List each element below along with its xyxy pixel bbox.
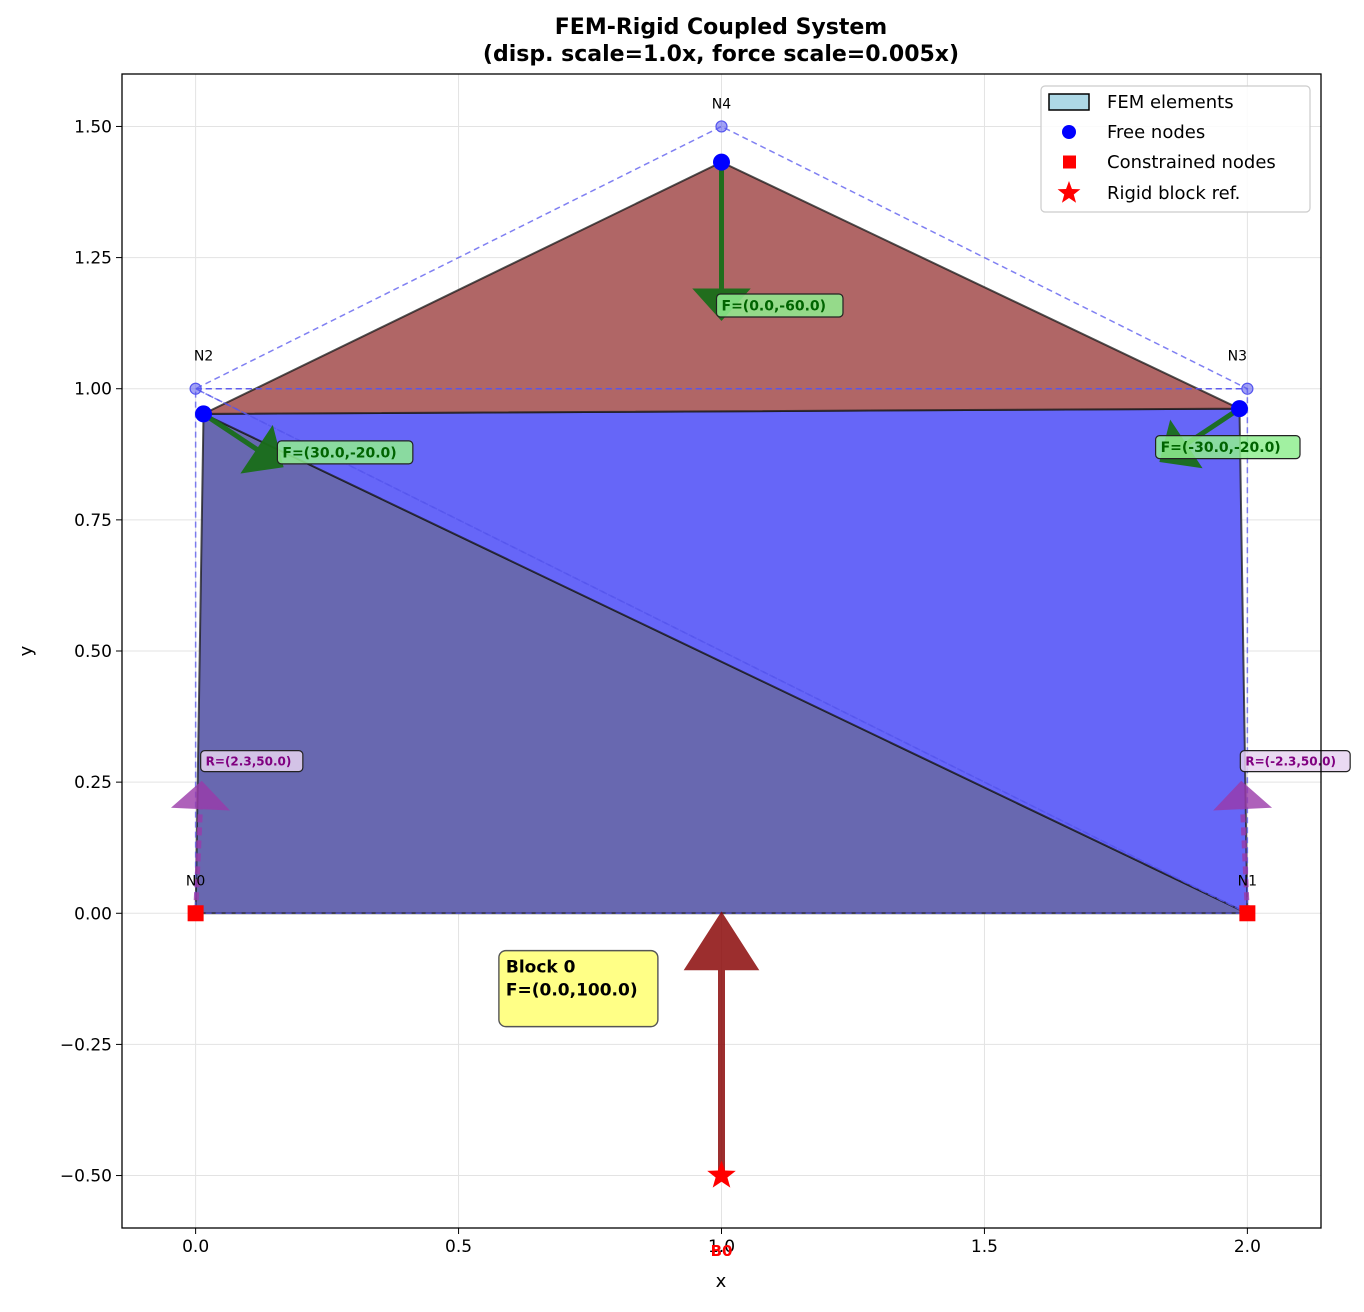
original-mesh-element xyxy=(195,125,1248,390)
x-tick-label: 1.5 xyxy=(971,1237,998,1257)
x-tick-label: 2.0 xyxy=(1234,1237,1261,1257)
rigid-block-ref-label: B0 xyxy=(711,1242,733,1260)
legend-frame xyxy=(1040,85,1311,213)
reaction-label: R=(2.3,50.0) xyxy=(200,750,304,773)
legend-entry: FEM elements xyxy=(1107,92,1234,113)
reaction-label-text: R=(2.3,50.0) xyxy=(206,754,292,768)
y-tick-label: 0.75 xyxy=(74,511,112,531)
chart-title-line1: FEM-Rigid Coupled System xyxy=(555,15,887,40)
reaction-arrow xyxy=(1213,780,1273,914)
node-label: N0 xyxy=(186,873,205,889)
legend-entry: Constrained nodes xyxy=(1107,152,1276,173)
block-label: Block 0 F=(0.0,100.0) xyxy=(498,949,659,1028)
legend-fem-patch xyxy=(1048,93,1090,111)
node-label: N3 xyxy=(1228,349,1247,365)
legend-free-node-marker xyxy=(1062,125,1076,139)
legend-entry: Rigid block ref. xyxy=(1107,183,1240,204)
original-node-marker xyxy=(1241,382,1254,395)
reaction-arrow-head xyxy=(170,780,230,811)
applied-force-label-bg xyxy=(1155,435,1301,460)
block-label-line2: F=(0.0,100.0) xyxy=(506,981,638,1001)
y-tick-label: 1.00 xyxy=(74,380,112,400)
rigid-force-arrow-head xyxy=(683,911,760,971)
applied-force-label-text: F=(-30.0,-20.0) xyxy=(1161,440,1281,456)
plot-area: F=(30.0,-20.0) F=(-30.0,-20.0) F=(0.0,-60.… xyxy=(170,96,1351,1260)
axis-ticks: 0.0 0.5 1.0 1.5 2.0 −0.50 −0.25 0.00 0.25 0.50 0.7… xyxy=(60,117,1261,1257)
axes-frame xyxy=(121,73,1322,1229)
x-tick-label: 1.0 xyxy=(708,1237,735,1257)
constrained-node-marker xyxy=(1239,905,1256,922)
applied-force-label-bg xyxy=(715,293,844,318)
applied-force-arrow-shaft xyxy=(202,411,259,452)
original-node-marker xyxy=(189,382,202,395)
block-label-line1: Block 0 xyxy=(506,958,576,978)
block-label-bg xyxy=(498,949,659,1028)
reaction-arrow xyxy=(170,780,230,914)
rigid-block-ref-star xyxy=(707,1160,736,1188)
applied-force-label: F=(-30.0,-20.0) xyxy=(1155,435,1301,460)
y-tick-label: −0.50 xyxy=(60,1167,112,1187)
legend-constrained-marker xyxy=(1063,155,1076,169)
free-node-marker xyxy=(713,153,730,171)
node-label: N2 xyxy=(194,349,213,365)
y-tick-label: 0.25 xyxy=(74,773,112,793)
applied-force-label-text: F=(0.0,-60.0) xyxy=(722,299,827,315)
applied-force-label: F=(0.0,-60.0) xyxy=(715,293,844,318)
legend-rigid-star xyxy=(1057,181,1081,203)
legend-entry: Free nodes xyxy=(1107,122,1205,143)
free-node-marker xyxy=(1230,400,1248,418)
y-tick-label: 0.50 xyxy=(74,642,112,662)
applied-force-label-bg xyxy=(276,440,414,465)
constrained-node-marker xyxy=(187,905,204,922)
applied-force-label-text: F=(30.0,-20.0) xyxy=(282,445,396,461)
reaction-arrow-shaft xyxy=(193,807,203,914)
y-tick-label: 1.25 xyxy=(74,249,112,269)
reaction-label-bg xyxy=(1239,750,1351,773)
applied-force-label: F=(30.0,-20.0) xyxy=(276,440,414,465)
y-tick-label: −0.25 xyxy=(60,1035,112,1055)
reaction-label-bg xyxy=(200,750,304,773)
chart-title-line2: (disp. scale=1.0x, force scale=0.005x) xyxy=(483,42,959,67)
node-label: N1 xyxy=(1238,873,1257,889)
x-tick-label: 0.0 xyxy=(182,1237,209,1257)
rigid-force-arrow xyxy=(683,911,760,1176)
x-tick-label: 0.5 xyxy=(445,1237,472,1257)
legend: FEM elements Free nodes Constrained nodes R… xyxy=(1040,85,1311,213)
free-node-marker xyxy=(195,405,213,423)
y-tick-label: 0.00 xyxy=(74,904,112,924)
reaction-label-text: R=(-2.3,50.0) xyxy=(1245,754,1336,768)
node-label: N4 xyxy=(712,96,731,112)
reaction-label: R=(-2.3,50.0) xyxy=(1239,750,1351,773)
reaction-arrow-head xyxy=(1213,780,1273,811)
x-axis-label: x xyxy=(716,1271,727,1292)
reaction-arrow-shaft xyxy=(1240,807,1250,914)
original-node-marker xyxy=(715,120,728,133)
y-axis-label: y xyxy=(16,645,37,656)
y-tick-label: 1.50 xyxy=(74,117,112,137)
